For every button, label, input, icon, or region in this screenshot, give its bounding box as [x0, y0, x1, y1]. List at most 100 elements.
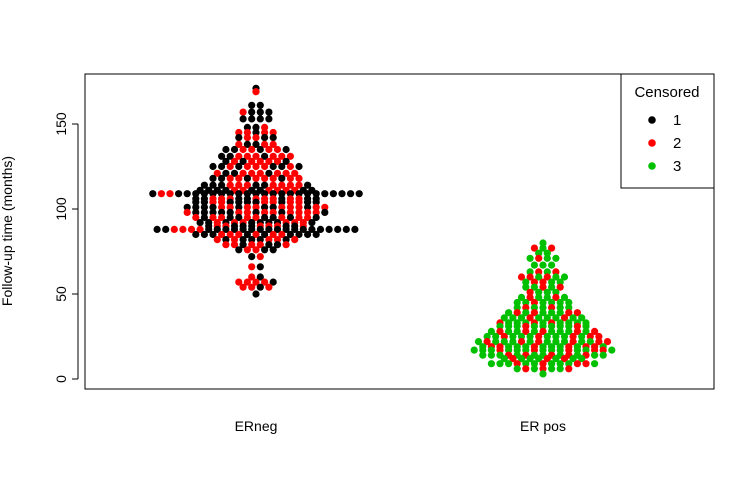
data-point: [286, 198, 294, 206]
data-point: [351, 225, 359, 233]
data-point: [278, 174, 286, 182]
data-point: [269, 162, 277, 171]
data-point: [235, 128, 243, 137]
data-point: [282, 241, 290, 249]
data-point: [261, 203, 269, 211]
data-point: [312, 213, 320, 222]
data-point: [578, 332, 586, 341]
data-point: [157, 190, 165, 198]
data-point: [222, 145, 230, 154]
data-point: [530, 365, 539, 373]
data-point: [226, 181, 234, 189]
legend-title: Censored: [634, 84, 699, 101]
data-point: [338, 190, 346, 198]
data-point: [209, 198, 217, 206]
legend-marker: [648, 139, 656, 147]
data-point: [222, 241, 230, 249]
data-point: [200, 213, 208, 222]
data-point: [235, 213, 243, 222]
legend-box: [620, 73, 715, 189]
data-point: [248, 145, 256, 154]
data-point: [535, 338, 543, 346]
data-point: [218, 152, 226, 160]
data-point: [543, 249, 551, 257]
data-point: [226, 198, 234, 206]
data-point: [235, 198, 243, 206]
data-point: [265, 283, 273, 291]
data-point: [278, 203, 286, 211]
data-point: [235, 278, 243, 286]
data-point: [261, 208, 269, 216]
data-point: [273, 157, 282, 165]
data-point: [509, 355, 517, 363]
data-point: [235, 174, 243, 182]
data-point: [209, 190, 217, 198]
data-point: [530, 346, 539, 354]
data-point: [582, 322, 590, 330]
data-point: [505, 360, 513, 368]
data-point: [560, 355, 569, 363]
data-point: [183, 190, 191, 198]
data-point: [278, 208, 286, 216]
data-point: [261, 246, 269, 254]
data-point: [535, 355, 543, 363]
data-point: [222, 169, 230, 177]
data-point: [304, 230, 312, 239]
data-point: [509, 314, 517, 322]
data-point: [556, 322, 564, 330]
data-point: [548, 278, 556, 286]
data-point: [235, 152, 243, 160]
data-point: [230, 157, 239, 165]
data-point: [505, 346, 513, 354]
data-point: [252, 174, 260, 182]
data-point: [269, 140, 277, 148]
data-point: [304, 181, 312, 189]
data-point: [591, 327, 599, 335]
data-point: [560, 273, 569, 281]
data-point: [261, 181, 269, 189]
y-tick-label: 0: [53, 375, 69, 383]
data-point: [213, 236, 221, 244]
data-point: [261, 174, 269, 182]
data-point: [539, 365, 547, 373]
data-point: [543, 355, 551, 363]
data-point: [226, 230, 234, 239]
data-point: [556, 283, 564, 291]
data-point: [291, 236, 299, 244]
data-point: [230, 169, 239, 177]
data-point: [278, 213, 286, 222]
data-point: [573, 322, 582, 330]
data-point: [252, 246, 260, 254]
data-point: [325, 225, 333, 233]
data-point: [304, 190, 312, 198]
data-point: [183, 203, 191, 211]
data-point: [565, 327, 573, 335]
data-point: [239, 157, 247, 165]
data-point: [256, 283, 264, 291]
data-point: [261, 134, 269, 142]
data-point: [513, 304, 521, 312]
data-point: [149, 190, 157, 198]
data-point: [548, 261, 556, 269]
data-point: [548, 309, 556, 317]
data-point: [543, 314, 551, 322]
data-point: [595, 338, 603, 346]
data-point: [573, 309, 582, 317]
data-point: [500, 355, 508, 363]
data-point: [608, 346, 616, 354]
data-point: [286, 152, 294, 160]
data-point: [278, 181, 286, 189]
data-point: [543, 254, 551, 262]
data-point: [312, 198, 320, 206]
data-point: [573, 346, 582, 354]
data-point: [517, 338, 526, 346]
data-point: [479, 351, 487, 359]
data-point: [526, 273, 534, 281]
data-point: [573, 360, 582, 368]
data-point: [530, 244, 539, 252]
data-point: [556, 278, 564, 286]
data-point: [291, 169, 299, 177]
data-point: [517, 355, 526, 363]
data-point: [552, 293, 560, 301]
x-axis: ERneg ER pos: [235, 418, 566, 434]
